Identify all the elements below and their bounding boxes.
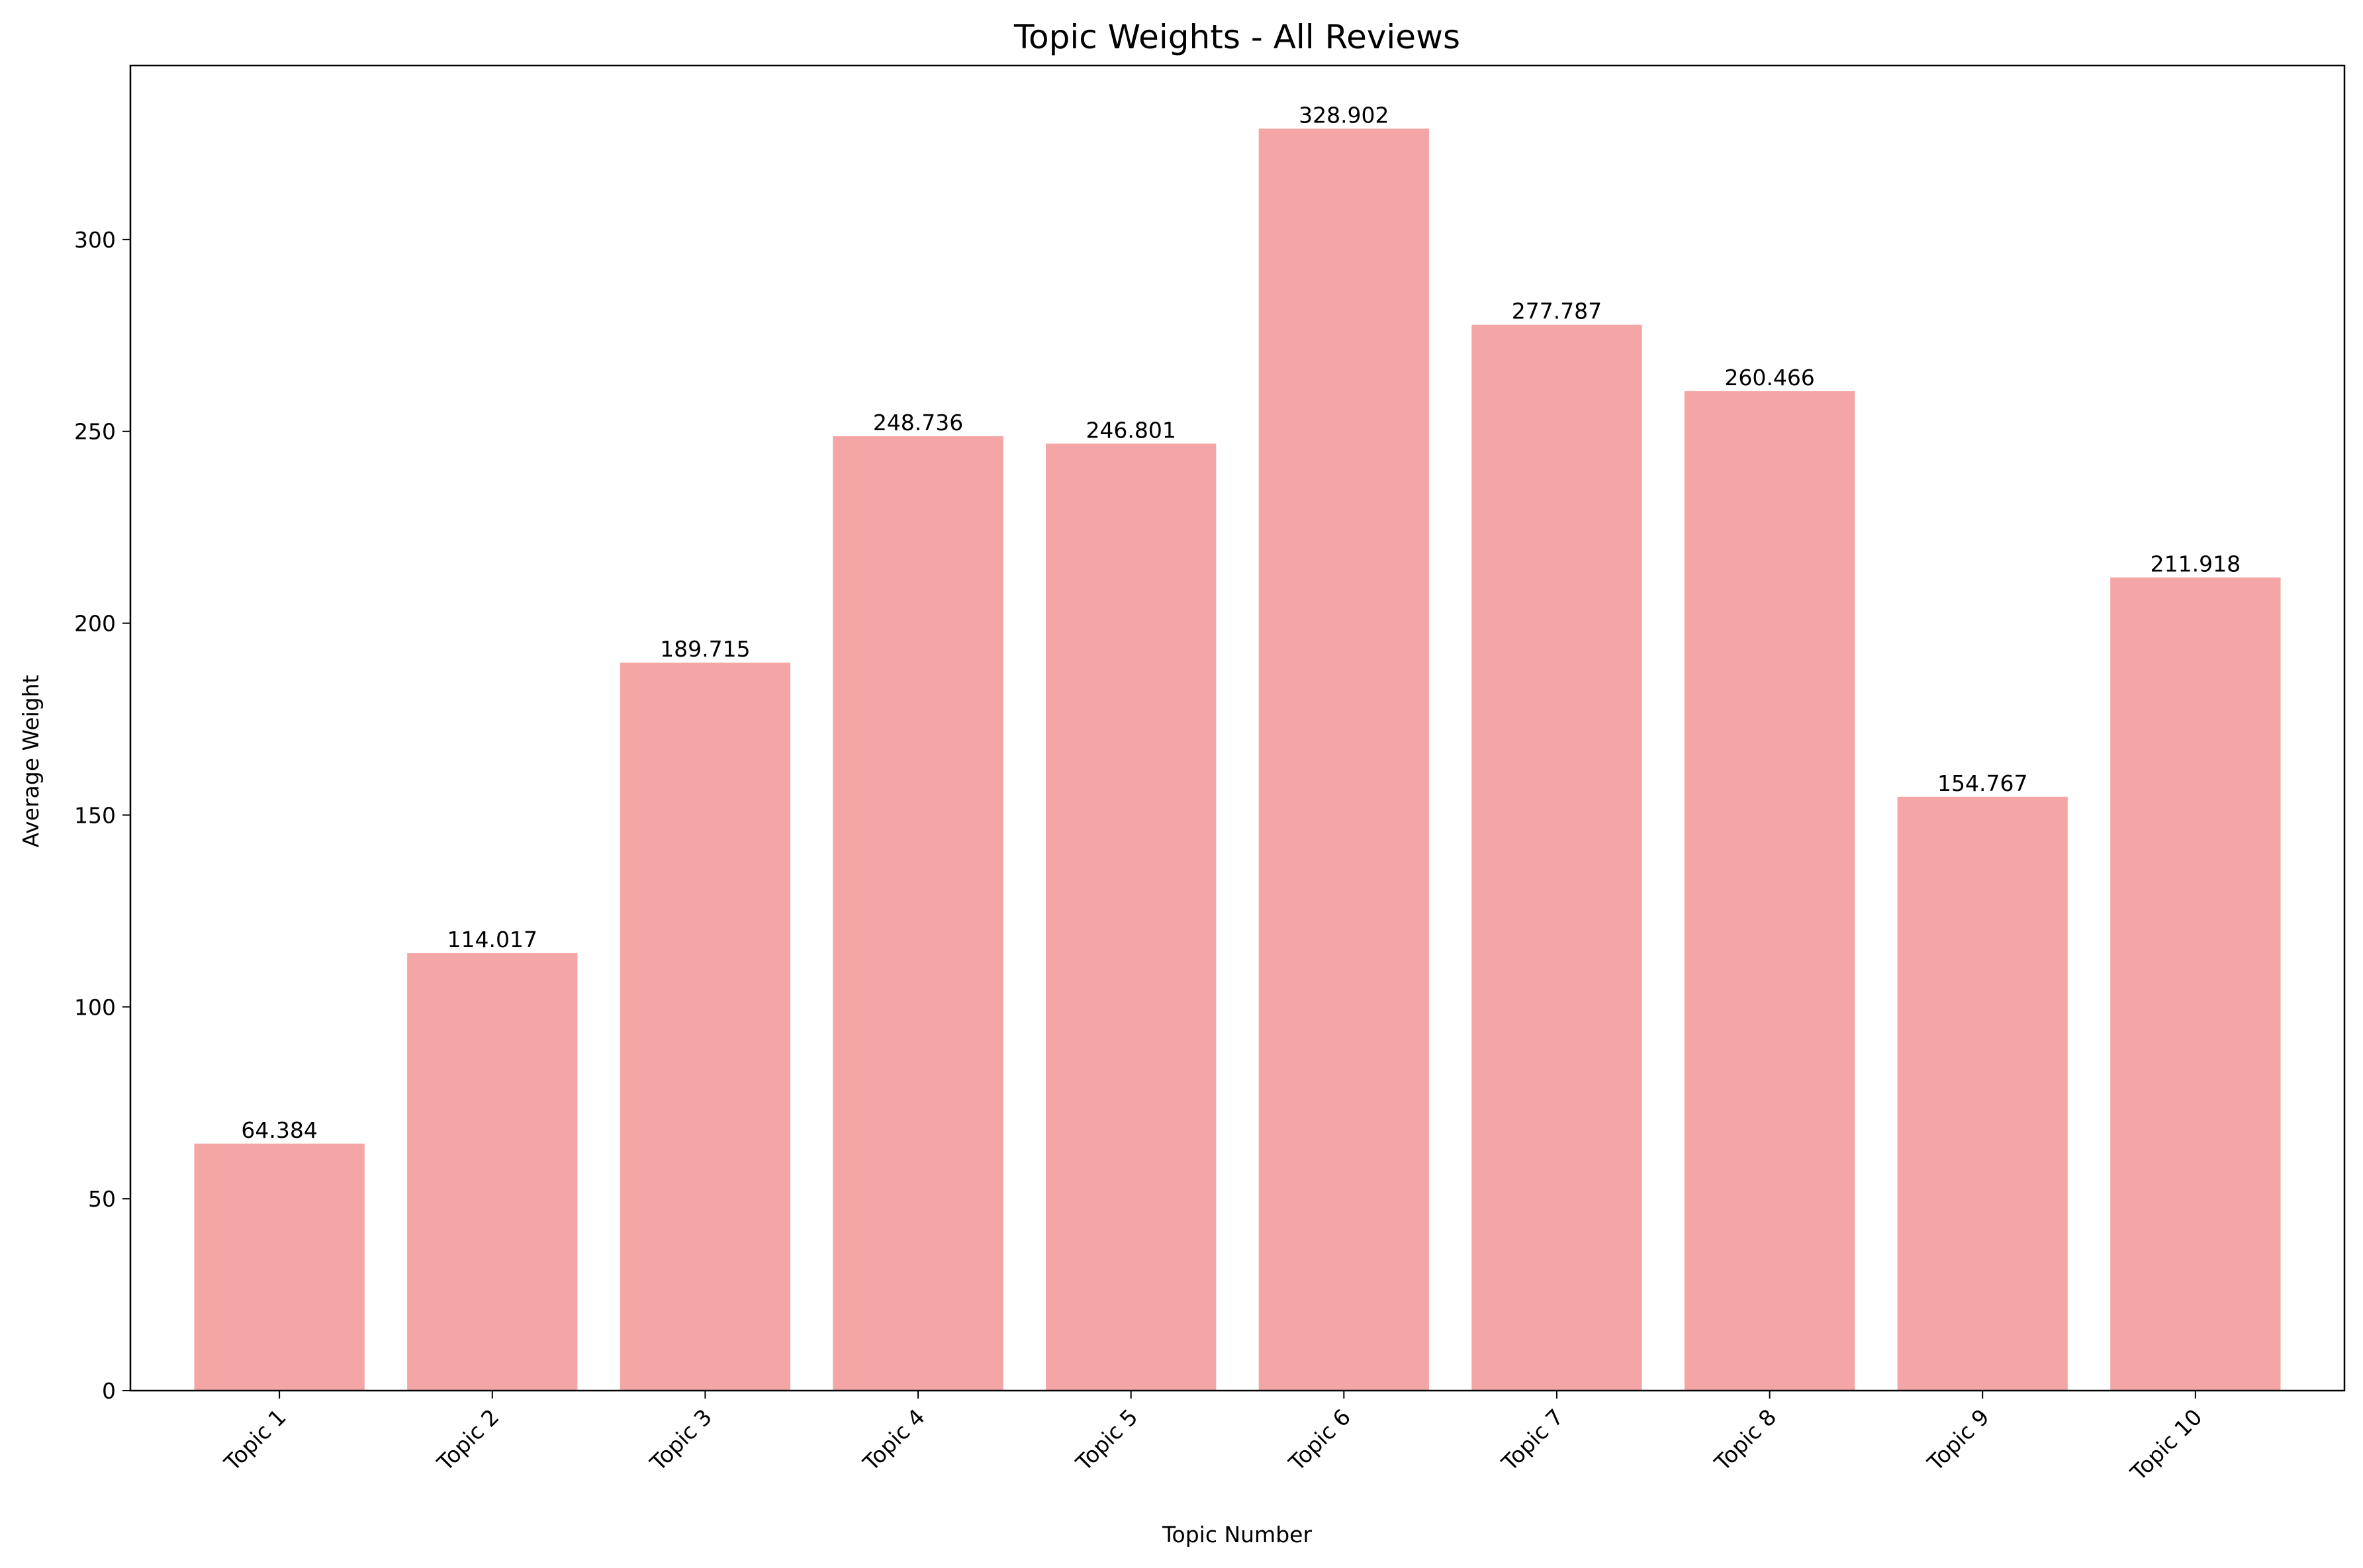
data-label-4: 248.736	[873, 410, 963, 436]
bar-6	[1258, 128, 1429, 1391]
chart-title: Topic Weights - All Reviews	[1013, 18, 1460, 56]
data-label-8: 260.466	[1724, 365, 1814, 391]
bar-2	[407, 953, 578, 1391]
bar-7	[1471, 324, 1642, 1391]
y-tick-label-0: 0	[102, 1378, 116, 1404]
data-labels-group: 64.384 114.017 189.715 248.736 246.801 328.90…	[241, 102, 2241, 1142]
y-tick-label-150: 150	[74, 802, 116, 828]
bar-3	[620, 663, 791, 1391]
data-label-3: 189.715	[660, 636, 750, 662]
bar-8	[1684, 391, 1855, 1391]
y-axis: 0 50 100 150 200 250 300	[74, 227, 130, 1404]
y-tick-label-50: 50	[88, 1186, 116, 1212]
x-axis-label: Topic Number	[1162, 1522, 1312, 1547]
data-label-6: 328.902	[1299, 102, 1389, 128]
y-axis-label: Average Weight	[18, 674, 44, 847]
bar-10	[2110, 577, 2281, 1391]
y-tick-label-250: 250	[74, 419, 116, 445]
y-tick-label-100: 100	[74, 994, 116, 1020]
data-label-1: 64.384	[241, 1117, 317, 1143]
data-label-5: 246.801	[1086, 417, 1176, 443]
bar-9	[1897, 796, 2068, 1391]
data-label-10: 211.918	[2151, 551, 2241, 577]
plot-frame	[129, 64, 2346, 1392]
y-tick-label-200: 200	[74, 611, 116, 637]
y-tick-label-300: 300	[74, 227, 116, 253]
data-label-9: 154.767	[1937, 770, 2027, 796]
bars-group	[194, 128, 2281, 1391]
bar-4	[833, 436, 1003, 1391]
bar-1	[194, 1143, 365, 1391]
data-label-7: 277.787	[1512, 299, 1602, 324]
bar-5	[1046, 443, 1217, 1391]
data-label-2: 114.017	[447, 927, 537, 952]
